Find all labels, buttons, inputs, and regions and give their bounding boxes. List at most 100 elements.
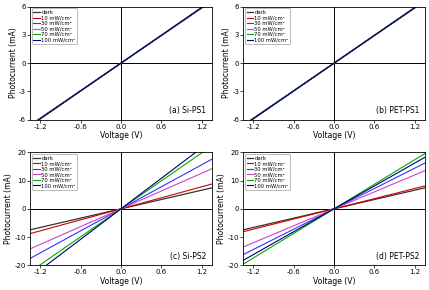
Y-axis label: Photocurrent (mA): Photocurrent (mA) [9,28,18,99]
Line: 30 mW/cm²: 30 mW/cm² [30,1,212,125]
dark [241,123,246,127]
10 mW/cm² [313,212,318,215]
10 mW/cm² [160,196,165,199]
50 mW/cm² [160,189,165,192]
10 mW/cm² [49,108,54,112]
Y-axis label: Photocurrent (mA): Photocurrent (mA) [4,173,13,244]
70 mW/cm² [209,0,214,2]
50 mW/cm² [373,33,378,37]
70 mW/cm² [241,262,246,266]
70 mW/cm² [142,45,147,49]
100 mW/cm² [355,45,360,49]
10 mW/cm² [142,201,147,204]
Line: 100 mW/cm²: 100 mW/cm² [243,1,425,126]
30 mW/cm² [422,0,427,3]
Line: 30 mW/cm²: 30 mW/cm² [30,159,212,258]
100 mW/cm² [100,221,105,225]
30 mW/cm² [263,109,268,112]
30 mW/cm² [372,34,377,37]
50 mW/cm² [49,109,54,112]
30 mW/cm² [241,253,246,256]
Line: 70 mW/cm²: 70 mW/cm² [30,146,212,272]
50 mW/cm² [372,34,377,37]
30 mW/cm² [142,45,147,49]
dark [372,34,377,37]
dark [27,123,33,127]
10 mW/cm² [373,197,378,200]
10 mW/cm² [372,34,377,37]
dark [373,33,378,37]
Line: 100 mW/cm²: 100 mW/cm² [30,1,212,126]
100 mW/cm² [422,0,427,2]
50 mW/cm² [209,167,214,171]
Legend: dark, 10 mW/cm², 30 mW/cm², 50 mW/cm², 70 mW/cm², 100 mW/cm²: dark, 10 mW/cm², 30 mW/cm², 50 mW/cm², 7… [32,8,77,44]
30 mW/cm² [373,33,378,37]
70 mW/cm² [160,179,165,182]
Y-axis label: Photocurrent (mA): Photocurrent (mA) [217,173,226,244]
10 mW/cm² [100,74,105,78]
dark [263,223,268,226]
100 mW/cm² [160,33,165,37]
50 mW/cm² [49,238,54,241]
100 mW/cm² [422,156,427,159]
10 mW/cm² [263,108,268,112]
Line: 100 mW/cm²: 100 mW/cm² [30,140,212,278]
50 mW/cm² [355,45,360,49]
10 mW/cm² [263,224,268,228]
30 mW/cm² [355,195,360,199]
dark [27,228,33,231]
Line: 70 mW/cm²: 70 mW/cm² [30,1,212,126]
70 mW/cm² [372,34,377,37]
10 mW/cm² [422,184,427,188]
dark [87,83,92,86]
70 mW/cm² [300,83,305,87]
Line: dark: dark [30,188,212,230]
100 mW/cm² [87,83,92,87]
100 mW/cm² [209,0,214,2]
70 mW/cm² [373,182,378,186]
100 mW/cm² [159,177,164,180]
10 mW/cm² [160,33,165,37]
70 mW/cm² [49,255,54,258]
70 mW/cm² [355,45,360,49]
70 mW/cm² [300,226,305,230]
Line: 10 mW/cm²: 10 mW/cm² [243,1,425,125]
10 mW/cm² [49,226,54,229]
50 mW/cm² [263,236,268,240]
30 mW/cm² [159,34,164,37]
50 mW/cm² [313,74,318,78]
30 mW/cm² [422,161,427,165]
100 mW/cm² [159,34,164,37]
30 mW/cm² [87,224,92,228]
10 mW/cm² [27,124,33,127]
100 mW/cm² [241,258,246,262]
50 mW/cm² [300,220,305,224]
100 mW/cm² [313,75,318,78]
50 mW/cm² [422,0,427,3]
30 mW/cm² [241,124,246,127]
100 mW/cm² [373,33,378,37]
Text: (d) PET-PS2: (d) PET-PS2 [376,252,420,261]
dark [372,198,377,201]
dark [160,33,165,37]
30 mW/cm² [300,223,305,226]
dark [300,83,305,86]
dark [300,214,305,218]
dark [355,45,360,49]
30 mW/cm² [87,83,92,86]
Text: (b) PET-PS1: (b) PET-PS1 [376,106,420,115]
X-axis label: Voltage (V): Voltage (V) [100,277,142,286]
Legend: dark, 10 mW/cm², 30 mW/cm², 50 mW/cm², 70 mW/cm², 100 mW/cm²: dark, 10 mW/cm², 30 mW/cm², 50 mW/cm², 7… [32,154,77,190]
100 mW/cm² [241,124,246,128]
Line: 70 mW/cm²: 70 mW/cm² [243,154,425,264]
10 mW/cm² [159,196,164,200]
X-axis label: Voltage (V): Voltage (V) [100,131,142,140]
70 mW/cm² [160,33,165,37]
50 mW/cm² [160,33,165,37]
100 mW/cm² [263,109,268,113]
100 mW/cm² [300,83,305,87]
dark [422,186,427,190]
Line: dark: dark [243,1,425,125]
100 mW/cm² [355,194,360,197]
50 mW/cm² [422,169,427,173]
